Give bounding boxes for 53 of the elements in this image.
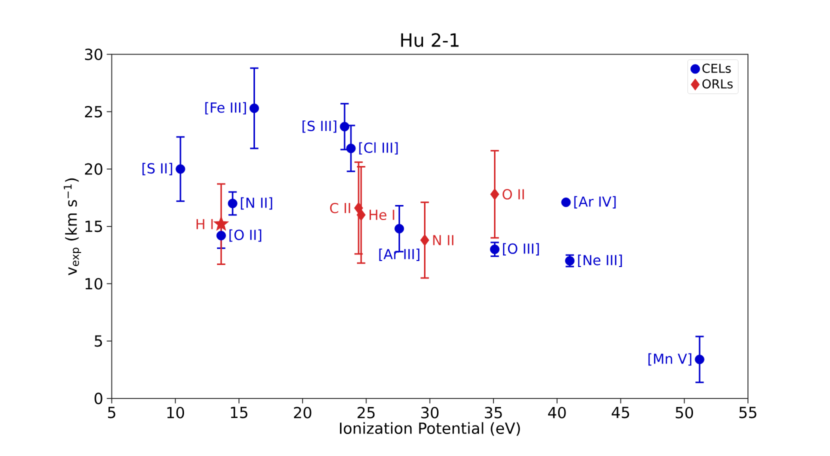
annotation: [Fe III] — [205, 102, 246, 115]
annotation: O II — [502, 189, 524, 200]
point — [420, 234, 430, 246]
legend-label: CELs — [702, 64, 731, 74]
x-tick-label: 10 — [167, 406, 184, 419]
annotation: He I — [370, 210, 394, 220]
annotation: [Ar III] — [379, 248, 420, 262]
x-tick-label: 50 — [676, 406, 694, 419]
annotation: [S II] — [142, 163, 172, 176]
point — [213, 216, 229, 231]
x-tick-label: 20 — [294, 406, 312, 419]
point — [490, 188, 500, 200]
chart-title: Hu 2-1 — [401, 33, 459, 48]
point — [216, 230, 226, 240]
annotation: [S III] — [302, 120, 336, 133]
annotation: [O II] — [229, 230, 262, 242]
y-tick-label: 0 — [94, 392, 102, 404]
y-axis-title: v$_{exp}$ (km s$^{−1}$) — [64, 178, 82, 276]
x-tick-label: 25 — [358, 406, 375, 419]
point — [561, 198, 571, 208]
y-tick-label: 5 — [94, 336, 102, 347]
annotation: [O III] — [503, 243, 539, 256]
point — [394, 224, 404, 234]
point — [694, 354, 704, 364]
point — [228, 198, 238, 208]
point — [490, 244, 500, 254]
annotation: [Mn V] — [648, 353, 692, 366]
y-tick-label: 30 — [85, 48, 102, 60]
x-tick-label: 45 — [612, 406, 630, 418]
point — [176, 164, 186, 174]
annotation: N II — [433, 235, 454, 246]
annotation: [N II] — [240, 197, 272, 210]
legend-label: ORLs — [702, 79, 733, 89]
annotation: [Ne III] — [578, 254, 622, 268]
point — [346, 144, 356, 154]
y-tick-label: 10 — [86, 278, 102, 290]
y-tick-label: 20 — [84, 163, 102, 175]
annotation: C II — [330, 202, 350, 214]
annotation: [Cl III] — [359, 142, 398, 155]
x-tick-label: 35 — [484, 406, 502, 419]
y-tick-label: 25 — [84, 106, 102, 118]
x-tick-label: 15 — [230, 406, 248, 418]
annotation: H I — [196, 219, 213, 230]
point — [340, 122, 350, 132]
x-tick-label: 5 — [108, 406, 116, 418]
x-axis-title: Ionization Potential (eV) — [340, 422, 520, 436]
y-tick-label: 15 — [86, 220, 102, 232]
x-tick-label: 30 — [421, 406, 439, 419]
point — [356, 209, 366, 221]
x-tick-label: 55 — [739, 406, 756, 418]
annotation: [Ar IV] — [574, 196, 616, 209]
x-tick-label: 40 — [548, 406, 566, 419]
point — [249, 104, 259, 114]
